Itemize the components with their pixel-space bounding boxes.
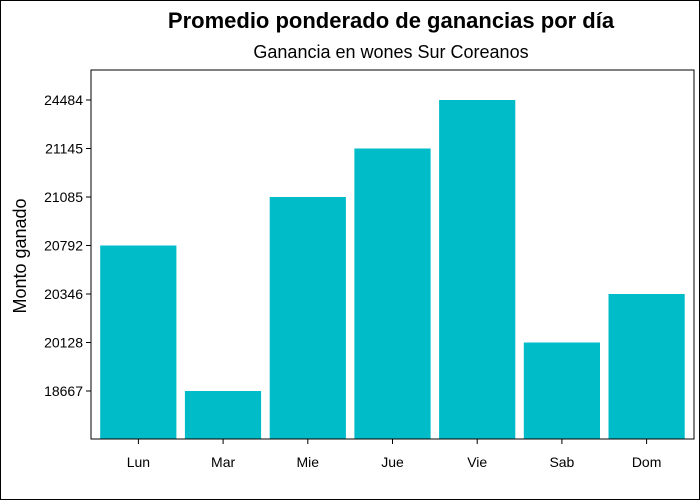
chart-title: Promedio ponderado de ganancias por día	[168, 8, 615, 33]
bar-mie	[269, 197, 346, 439]
y-tick-label: 18667	[44, 383, 83, 399]
bar-sab	[523, 342, 600, 439]
x-tick-label: Vie	[467, 454, 487, 470]
bar-jue	[354, 148, 431, 439]
x-tick-label: Mie	[297, 454, 320, 470]
x-tick-label: Dom	[632, 454, 662, 470]
bar-mar	[184, 391, 262, 439]
plot-area-border	[90, 69, 695, 440]
y-tick-label: 21085	[44, 189, 83, 205]
y-tick-label: 20792	[44, 238, 83, 254]
bar-lun	[100, 245, 177, 439]
x-axis: Lun Mar Mie Jue Vie Sab Dom	[127, 439, 662, 470]
y-tick-label: 20128	[44, 335, 83, 351]
y-axis: 18667 20128 20346 20792 21085 21145 24484	[44, 92, 91, 399]
x-tick-label: Jue	[381, 454, 404, 470]
bars-group	[100, 100, 685, 439]
y-tick-label: 24484	[44, 92, 83, 108]
y-tick-label: 21145	[45, 141, 83, 157]
y-tick-label: 20346	[44, 286, 83, 302]
bar-vie	[439, 100, 516, 439]
x-tick-label: Lun	[127, 454, 150, 470]
y-axis-title: Monto ganado	[10, 198, 30, 313]
chart-subtitle: Ganancia en wones Sur Coreanos	[253, 42, 528, 62]
bar-dom	[608, 294, 685, 439]
x-tick-label: Mar	[211, 454, 235, 470]
x-tick-label: Sab	[549, 454, 574, 470]
